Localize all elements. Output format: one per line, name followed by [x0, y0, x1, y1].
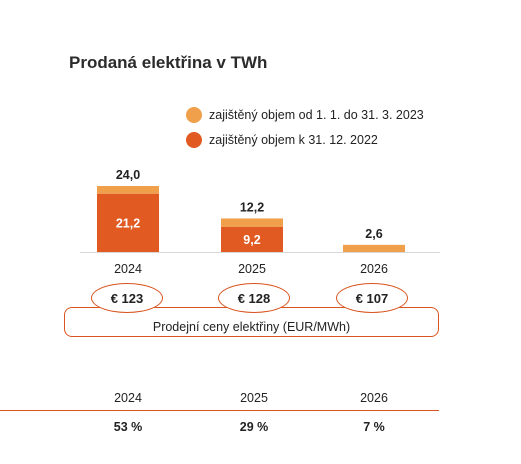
bar-inner-label: 9,2	[243, 233, 260, 247]
price-value: € 123	[110, 290, 144, 306]
chart-title: Prodaná elektřina v TWh	[69, 53, 268, 72]
category-label: 2024	[114, 262, 142, 276]
bar-inner-label: 21,2	[116, 216, 140, 230]
table-value-2026: 7 %	[363, 420, 385, 434]
price-oval-2026: € 107	[336, 283, 408, 313]
bar-segment-2026-light	[343, 244, 405, 252]
legend-swatch-light	[186, 107, 202, 123]
bar-segment-2024-dark	[97, 193, 159, 252]
bar-segment-2024-light	[97, 186, 159, 194]
price-oval-2024: € 123	[91, 283, 163, 313]
legend-item-2023: zajištěný objem od 1. 1. do 31. 3. 2023	[186, 107, 424, 123]
bar-total-label: 12,2	[240, 200, 264, 214]
bar-segment-2025-light	[221, 218, 283, 227]
table-value-2024: 53 %	[113, 420, 143, 434]
table-value-2025: 29 %	[239, 420, 269, 434]
table-year-2026: 2026	[360, 391, 388, 405]
bar-total-label: 2,6	[365, 227, 382, 241]
price-oval-2025: € 128	[218, 283, 290, 313]
legend-label: zajištěný objem k 31. 12. 2022	[209, 133, 378, 147]
table-year-2025: 2025	[240, 391, 268, 405]
legend-label: zajištěný objem od 1. 1. do 31. 3. 2023	[209, 108, 424, 122]
bar-segment-2025-dark	[221, 226, 283, 252]
stacked-bar-chart: 21,2 24,0 2024 9,2 12,2 2025 2,6 2026	[80, 168, 440, 276]
bar-total-label: 24,0	[116, 168, 140, 182]
table-year-2024: 2024	[114, 391, 142, 405]
price-value: € 107	[355, 290, 389, 306]
legend-item-2022: zajištěný objem k 31. 12. 2022	[186, 132, 378, 148]
category-label: 2025	[238, 262, 266, 276]
price-value: € 128	[237, 290, 271, 306]
legend-swatch-dark	[186, 132, 202, 148]
price-label: Prodejní ceny elektřiny (EUR/MWh)	[152, 320, 351, 334]
table-divider	[0, 410, 439, 411]
category-label: 2026	[360, 262, 388, 276]
